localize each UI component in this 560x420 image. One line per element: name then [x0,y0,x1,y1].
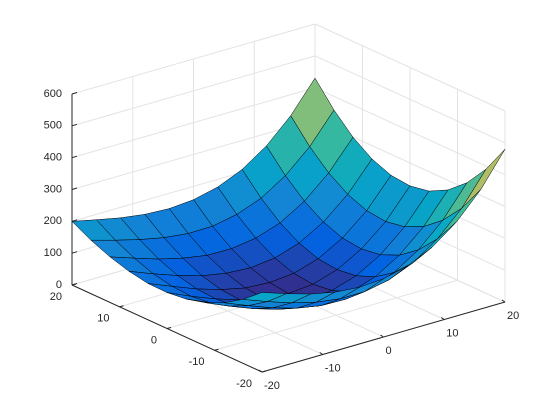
y-tick-label: -10 [189,356,205,368]
z-tick [71,187,78,190]
z-tick-label: 600 [44,88,62,100]
x-tick [319,352,324,355]
z-tick-label: 300 [44,183,62,195]
z-tick [71,92,78,95]
z-tick-label: 200 [44,215,62,227]
y-tick-label: 0 [151,334,157,346]
y-tick [119,305,124,308]
x-tick-label: 0 [386,345,392,357]
z-tick [71,123,78,127]
x-tick-label: 20 [507,310,519,322]
y-tick-label: 10 [97,313,109,325]
z-tick-label: 0 [56,279,62,291]
z-tick-label: 100 [44,247,62,259]
z-tick [71,155,78,159]
z-tick-label: 500 [44,120,62,132]
z-tick-label: 400 [44,152,62,164]
surface-patch [242,292,287,302]
y-tick [166,327,172,329]
y-tick-label: 20 [50,291,62,303]
y-tick [214,348,219,351]
y-tick-label: -20 [236,378,252,390]
y-grid-line [214,279,458,351]
x-tick-label: -10 [325,362,341,374]
x-tick [380,334,384,338]
y-tick [71,283,77,286]
x-tick [440,317,445,320]
y-tick [261,370,267,373]
z-tick [71,251,78,254]
x-tick-label: -20 [264,380,280,392]
x-tick-label: 10 [446,327,458,339]
x-tick [501,299,506,303]
x-tick [258,369,263,373]
